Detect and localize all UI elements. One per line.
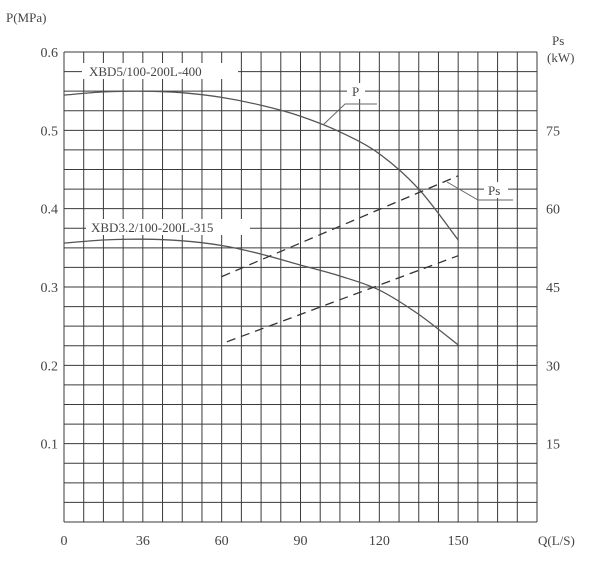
p-curve-label: P: [352, 84, 359, 99]
p-pressure-curve-0: [63, 90, 459, 241]
tick-labels: 0 36 60 90 120 150 0.1 0.2 0.3 0.4 0.5 0.6 15 30 45 60 7…: [41, 46, 561, 549]
y2-tick-label: 45: [546, 281, 560, 296]
p-leader-line: [322, 103, 377, 126]
x-tick-label: 36: [136, 534, 150, 549]
ps-curve-label: Ps: [488, 183, 500, 198]
axis-titles: P(MPa) Ps (kW) Q(L/S): [6, 10, 575, 548]
y2-axis-title-line1: Ps: [552, 33, 564, 48]
series-label-xbd5: XBD5/100-200L-400: [89, 64, 202, 79]
x-tick-label: 0: [61, 534, 68, 549]
y-tick-label: 0.6: [41, 46, 59, 61]
y-tick-label: 0.3: [41, 281, 59, 296]
y2-tick-label: 60: [546, 203, 560, 218]
grid: [63, 51, 538, 523]
series-layer: [63, 90, 459, 346]
y-tick-label: 0.5: [41, 124, 59, 139]
y2-tick-label: 15: [546, 438, 560, 453]
x-axis-title: Q(L/S): [538, 533, 575, 548]
x-tick-label: 60: [215, 534, 229, 549]
x-tick-label: 120: [369, 534, 390, 549]
y-axis-title: P(MPa): [6, 10, 46, 25]
series-labels: XBD5/100-200L-400 XBD3.2/100-200L-315 P …: [82, 63, 513, 235]
ps-power-line-2: [221, 175, 459, 278]
x-tick-label: 150: [448, 534, 469, 549]
p-pressure-curve-1: [63, 238, 459, 346]
y-tick-label: 0.2: [41, 359, 59, 374]
series-label-xbd3: XBD3.2/100-200L-315: [91, 220, 213, 235]
y2-tick-label: 75: [546, 124, 560, 139]
x-tick-label: 90: [294, 534, 308, 549]
y2-axis-title-line2: (kW): [547, 50, 574, 65]
ps-power-line-3: [226, 255, 459, 343]
y-tick-label: 0.4: [41, 203, 59, 218]
y-tick-label: 0.1: [41, 438, 59, 453]
y2-tick-label: 30: [546, 359, 560, 374]
ps-leader-line: [446, 181, 513, 201]
